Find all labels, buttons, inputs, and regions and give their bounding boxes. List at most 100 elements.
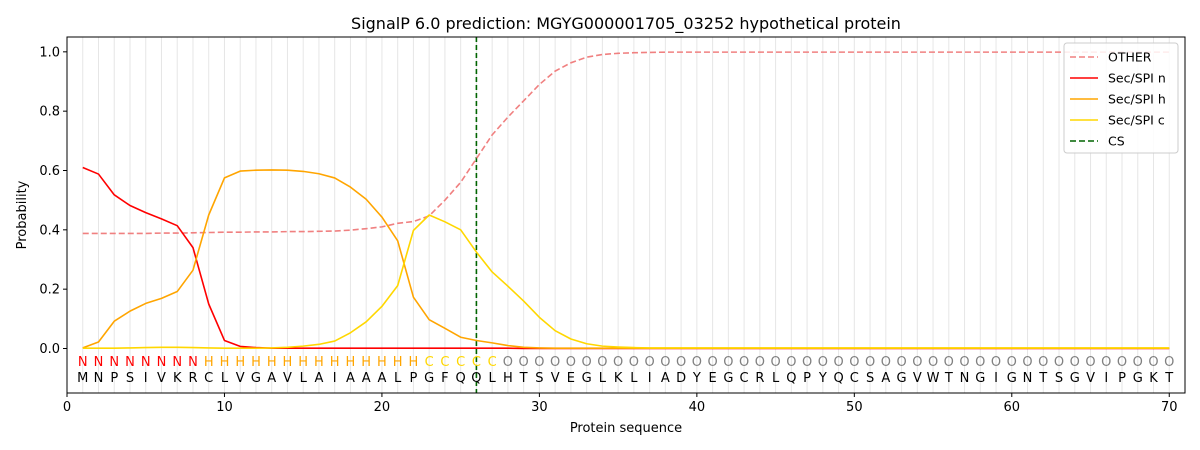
region-label: O: [739, 355, 749, 370]
region-label: O: [849, 355, 859, 370]
residue-label: G: [1007, 371, 1017, 386]
residue-label: Q: [833, 371, 843, 386]
region-label: C: [472, 355, 481, 370]
residue-label: G: [975, 371, 985, 386]
region-label: O: [582, 355, 592, 370]
region-label: N: [78, 355, 88, 370]
x-tick-label: 10: [216, 400, 233, 415]
residue-label: Y: [692, 371, 701, 386]
region-label: H: [393, 355, 403, 370]
region-label: H: [298, 355, 308, 370]
residue-label: P: [803, 371, 811, 386]
region-label: H: [314, 355, 324, 370]
region-label: O: [1148, 355, 1158, 370]
region-label: O: [723, 355, 733, 370]
residue-label: W: [927, 371, 940, 386]
region-label: H: [235, 355, 245, 370]
residue-label: S: [1055, 371, 1063, 386]
legend-label: OTHER: [1108, 50, 1152, 65]
residue-label: L: [489, 371, 497, 386]
legend-label: Sec/SPI h: [1108, 92, 1166, 107]
region-label: O: [833, 355, 843, 370]
residue-label: S: [866, 371, 874, 386]
region-label: O: [786, 355, 796, 370]
residue-label: A: [661, 371, 670, 386]
region-label: C: [440, 355, 449, 370]
residue-label: F: [441, 371, 448, 386]
residue-label: Q: [456, 371, 466, 386]
region-label: O: [550, 355, 560, 370]
residue-label: H: [503, 371, 513, 386]
residue-label: L: [300, 371, 308, 386]
residue-label: I: [333, 371, 337, 386]
residue-label: N: [94, 371, 104, 386]
region-label: O: [1133, 355, 1143, 370]
residue-label: G: [723, 371, 733, 386]
region-label: O: [613, 355, 623, 370]
chart-title: SignalP 6.0 prediction: MGYG000001705_03…: [351, 14, 901, 34]
region-label: O: [865, 355, 875, 370]
region-label: O: [991, 355, 1001, 370]
residue-label: G: [424, 371, 434, 386]
region-label: O: [755, 355, 765, 370]
region-label: H: [283, 355, 293, 370]
residue-label: I: [648, 371, 652, 386]
plot-frame: [66, 36, 1186, 394]
residue-label: V: [283, 371, 292, 386]
region-label: O: [1038, 355, 1048, 370]
x-tick-label: 30: [531, 400, 548, 415]
residue-label: A: [377, 371, 386, 386]
residue-label: C: [740, 371, 749, 386]
series-line-other: [82, 51, 1170, 235]
region-label: H: [267, 355, 277, 370]
x-tick-label: 40: [689, 400, 706, 415]
region-label: O: [1070, 355, 1080, 370]
residue-label: L: [394, 371, 402, 386]
residue-label: G: [1133, 371, 1143, 386]
residue-label: S: [535, 371, 543, 386]
residue-label: K: [614, 371, 623, 386]
residue-label: A: [346, 371, 355, 386]
region-label: H: [377, 355, 387, 370]
residue-label: E: [567, 371, 575, 386]
region-label: O: [928, 355, 938, 370]
residue-label: E: [708, 371, 716, 386]
residue-label: R: [755, 371, 764, 386]
region-label: O: [975, 355, 985, 370]
region-label: O: [707, 355, 717, 370]
region-label: N: [125, 355, 135, 370]
residue-label: Q: [471, 371, 481, 386]
region-label: H: [361, 355, 371, 370]
region-label: O: [944, 355, 954, 370]
region-label: N: [109, 355, 119, 370]
residue-label: P: [410, 371, 418, 386]
region-label: O: [1054, 355, 1064, 370]
residue-label: Y: [818, 371, 827, 386]
region-label: H: [204, 355, 214, 370]
residue-label: A: [362, 371, 371, 386]
region-label: O: [676, 355, 686, 370]
region-label: N: [172, 355, 182, 370]
residue-label: A: [881, 371, 890, 386]
sequence-labels: NMNNNPNSNINVNKNRHCHLHVHGHAHVHLHAHIHAHAHA…: [77, 355, 1174, 386]
residue-label: R: [188, 371, 197, 386]
x-tick-label: 70: [1161, 400, 1178, 415]
region-label: C: [425, 355, 434, 370]
region-label: O: [660, 355, 670, 370]
x-axis-label: Protein sequence: [570, 421, 682, 436]
residue-label: T: [1164, 371, 1173, 386]
residue-label: T: [944, 371, 953, 386]
axis-ticks: 0 10 20 30 40 50 60 70 0.0 0.2 0.4 0.6 0.8 1.0: [39, 45, 1177, 415]
legend: OTHER Sec/SPI n Sec/SPI h Sec/SPI c CS: [1063, 42, 1179, 154]
y-tick-label: 0.0: [39, 342, 60, 357]
region-label: O: [692, 355, 702, 370]
region-label: C: [456, 355, 465, 370]
y-tick-label: 0.8: [39, 105, 60, 120]
residue-label: N: [1023, 371, 1033, 386]
region-label: H: [220, 355, 230, 370]
series-line-sec-spi-n: [82, 166, 1170, 350]
region-label: O: [1101, 355, 1111, 370]
residue-label: L: [772, 371, 780, 386]
residue-label: I: [1104, 371, 1108, 386]
